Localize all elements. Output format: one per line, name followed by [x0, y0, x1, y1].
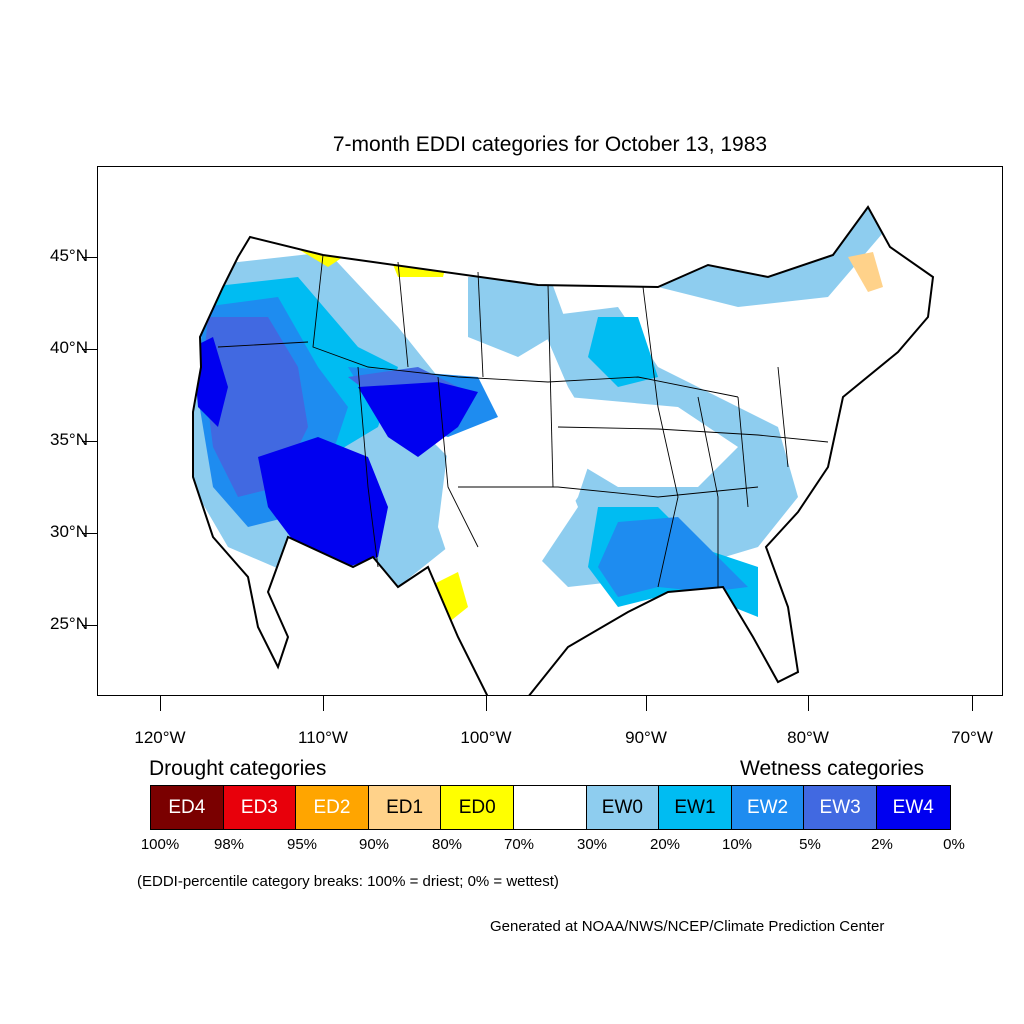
- lat-label-35: 35°N: [50, 430, 88, 449]
- lon-label-100: 100°W: [460, 728, 512, 747]
- legend-cat-ed1: ED1: [368, 786, 442, 829]
- percentile-break: 80%: [431, 836, 463, 853]
- legend-cat-neutral: [513, 786, 587, 829]
- percentile-break: 90%: [358, 836, 390, 853]
- credit-line: Generated at NOAA/NWS/NCEP/Climate Predi…: [490, 918, 885, 935]
- eddi-map: [192, 205, 935, 695]
- state-boundaries: [217, 254, 829, 588]
- neutral-central-region: [568, 397, 738, 487]
- percentile-break: 10%: [721, 836, 753, 853]
- percentile-break: 70%: [503, 836, 535, 853]
- lon-label-80: 80°W: [787, 728, 829, 747]
- lat-tick: [82, 349, 97, 350]
- lat-tick: [82, 625, 97, 626]
- lat-label-45: 45°N: [50, 246, 88, 265]
- percentile-break: 0%: [943, 836, 965, 853]
- percentile-break: 2%: [871, 836, 893, 853]
- drought-heading: Drought categories: [149, 757, 327, 780]
- legend-cat-ed2: ED2: [296, 786, 369, 829]
- ew4-colorado-region: [358, 382, 478, 457]
- ew2-gulf-region: [598, 517, 748, 597]
- lon-tick: [323, 696, 324, 711]
- percentile-break: 5%: [799, 836, 821, 853]
- lat-tick: [82, 533, 97, 534]
- lon-tick: [160, 696, 161, 711]
- legend-cat-ew3: EW3: [804, 786, 877, 829]
- ew0-north-region: [458, 207, 548, 262]
- lat-tick: [82, 441, 97, 442]
- ew1-lakes-region: [588, 317, 658, 387]
- legend-color-bar: ED4 ED3 ED2 ED1 ED0 EW0 EW1 EW2 EW3 EW4: [150, 785, 951, 830]
- lon-label-90: 90°W: [625, 728, 667, 747]
- legend-cat-ew4: EW4: [876, 786, 950, 829]
- percentile-break: 20%: [649, 836, 681, 853]
- lon-tick: [972, 696, 973, 711]
- percentile-break: 30%: [576, 836, 608, 853]
- lon-tick: [486, 696, 487, 711]
- map-title: 7-month EDDI categories for October 13, …: [332, 133, 768, 156]
- ed1-washington-region: [278, 207, 308, 229]
- lon-label-70: 70°W: [951, 728, 993, 747]
- ed1-maine-region: [848, 252, 883, 292]
- lat-label-40: 40°N: [50, 338, 88, 357]
- lon-label-110: 110°W: [298, 728, 348, 747]
- map-panel: [97, 166, 1003, 696]
- lat-tick: [82, 257, 97, 258]
- percentile-break: 95%: [286, 836, 318, 853]
- legend-cat-ew1: EW1: [659, 786, 732, 829]
- lat-label-30: 30°N: [50, 522, 88, 541]
- ew0-plains-region: [468, 272, 568, 357]
- lon-tick: [646, 696, 647, 711]
- ew4-southwest-region: [258, 437, 388, 567]
- coastline: [192, 205, 935, 695]
- legend-cat-ed0: ED0: [441, 786, 514, 829]
- category-note: (EDDI-percentile category breaks: 100% =…: [137, 873, 559, 890]
- percentile-break: 98%: [213, 836, 245, 853]
- neutral-ohio-region: [668, 317, 748, 387]
- lon-tick: [808, 696, 809, 711]
- legend-cat-ew0: EW0: [586, 786, 660, 829]
- neutral-plains-region: [398, 277, 468, 347]
- legend-cat-ed4: ED4: [151, 786, 224, 829]
- wetness-heading: Wetness categories: [740, 757, 925, 780]
- legend-cat-ed3: ED3: [223, 786, 297, 829]
- percentile-break: 100%: [140, 836, 180, 853]
- legend-cat-ew2: EW2: [731, 786, 805, 829]
- lat-label-25: 25°N: [50, 614, 88, 633]
- lon-label-120: 120°W: [134, 728, 186, 747]
